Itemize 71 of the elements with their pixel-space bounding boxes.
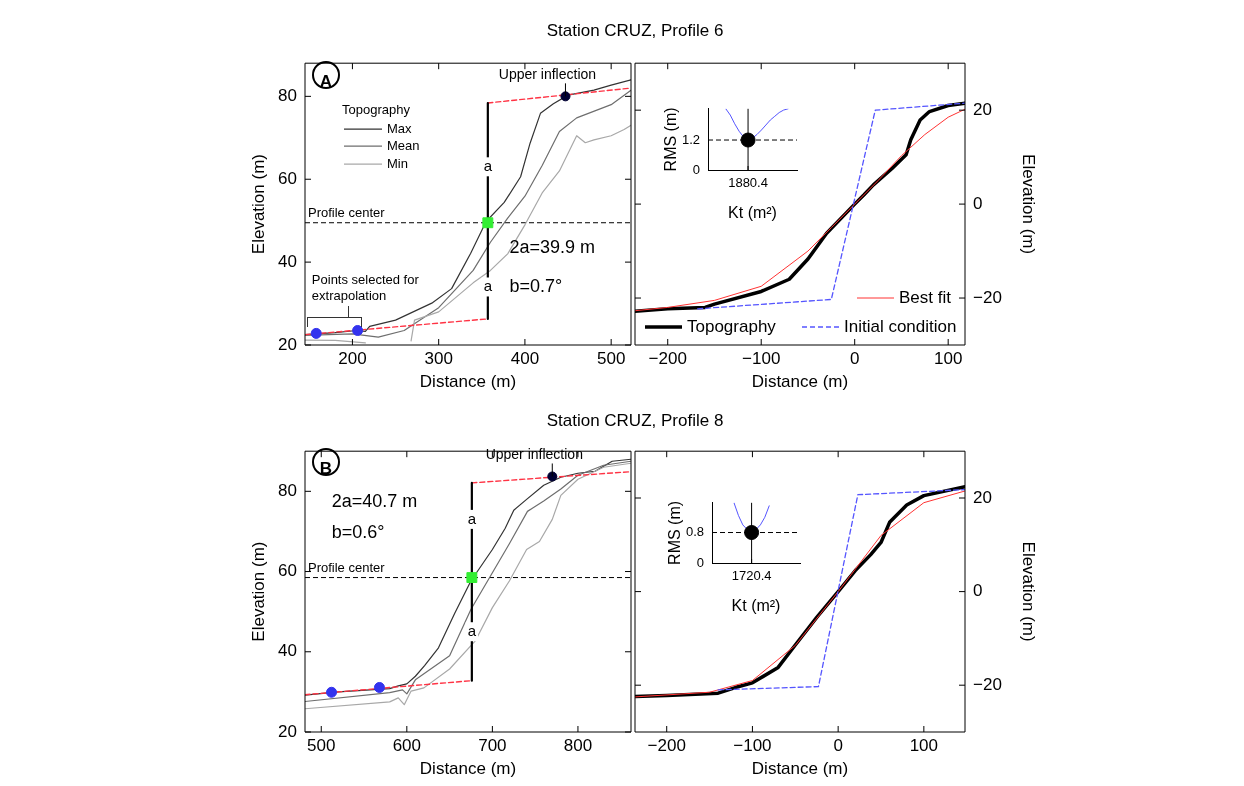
y-tick-label: 80 [278, 86, 297, 106]
x-axis-title: Distance (m) [419, 759, 517, 779]
annotation: b=0.7° [509, 275, 563, 296]
x-tick-label: 100 [933, 348, 963, 368]
legend-label: Initial condition [844, 316, 957, 336]
y-tick-label: 1.2 [681, 131, 700, 147]
y-axis-title: RMS (m) [666, 500, 684, 565]
x-axis-title: Distance (m) [751, 759, 849, 779]
x-tick-label: 200 [338, 348, 367, 368]
x-tick-label: 300 [424, 348, 453, 368]
legend-label: Min [387, 155, 408, 171]
x-tick-label: 700 [478, 735, 507, 755]
y2-axis-title: Elevation (m) [1019, 154, 1039, 255]
annotation: Points selected for extrapolation [311, 272, 420, 303]
legend-label: Best fit [899, 287, 952, 307]
legend-label: Max [387, 120, 413, 136]
x-axis-title: Kt (m²) [728, 203, 777, 221]
y-tick-label: 20 [278, 721, 297, 741]
annotation: Upper inflection [498, 66, 597, 83]
annotation: 2a=40.7 m [331, 490, 418, 511]
x-tick-label: −200 [648, 348, 687, 368]
annotation: a [483, 156, 493, 174]
y-tick-label: 0.8 [685, 524, 704, 540]
ref-line-label: Profile center [308, 204, 386, 220]
annotation: a [483, 277, 493, 295]
y-tick-label: 0 [696, 554, 704, 570]
y-tick-label: 20 [278, 334, 297, 354]
legend-title: Topography [342, 101, 411, 117]
y2-tick-label: 0 [973, 193, 983, 213]
y2-tick-label: 20 [973, 99, 992, 119]
x-tick-label: 100 [909, 735, 939, 755]
x-axis-title: Distance (m) [751, 372, 849, 392]
legend-label: Mean [387, 137, 420, 153]
y-tick-label: 80 [278, 481, 297, 500]
legend-label: Topography [687, 316, 777, 336]
y2-tick-label: −20 [973, 287, 1002, 307]
x-tick-label: 600 [392, 735, 422, 755]
y2-axis-title: Elevation (m) [1019, 541, 1039, 642]
x-tick-label: 0 [849, 348, 860, 368]
y-tick-label: 40 [278, 641, 297, 661]
y2-tick-label: −20 [973, 674, 1002, 694]
annotation: a [467, 509, 477, 527]
y2-tick-label: 20 [973, 487, 992, 507]
annotation: A [319, 72, 332, 92]
annotation: b=0.6° [331, 521, 385, 542]
y-tick-label: 60 [278, 561, 297, 581]
x-tick-label: −100 [742, 348, 781, 368]
y2-tick-label: 0 [973, 581, 983, 601]
y-tick-label: 40 [278, 251, 297, 271]
x-axis-title: Kt (m²) [731, 596, 781, 614]
annotation: a [467, 621, 477, 639]
x-tick-label: 400 [510, 348, 540, 368]
y-tick-label: 0 [692, 161, 700, 177]
ref-line-label: Profile center [308, 559, 386, 575]
chart-title: Station CRUZ, Profile 6 [545, 21, 725, 41]
x-tick-label: 500 [307, 735, 336, 755]
x-tick-label: 1720.4 [731, 568, 772, 584]
annotation: B [319, 459, 332, 479]
x-tick-label: 500 [596, 348, 626, 368]
x-tick-label: 0 [833, 735, 843, 755]
x-tick-label: 800 [563, 735, 593, 755]
y-axis-title: RMS (m) [662, 107, 680, 172]
y-tick-label: 60 [278, 168, 297, 188]
annotation: 2a=39.9 m [509, 236, 595, 257]
x-axis-title: Distance (m) [419, 372, 517, 392]
x-tick-label: −100 [733, 735, 772, 755]
x-tick-label: 1880.4 [728, 175, 768, 191]
chart-title: Station CRUZ, Profile 8 [545, 411, 725, 431]
y-axis-title: Elevation (m) [248, 541, 268, 642]
y-axis-title: Elevation (m) [248, 154, 268, 255]
x-tick-label: −200 [647, 735, 686, 755]
